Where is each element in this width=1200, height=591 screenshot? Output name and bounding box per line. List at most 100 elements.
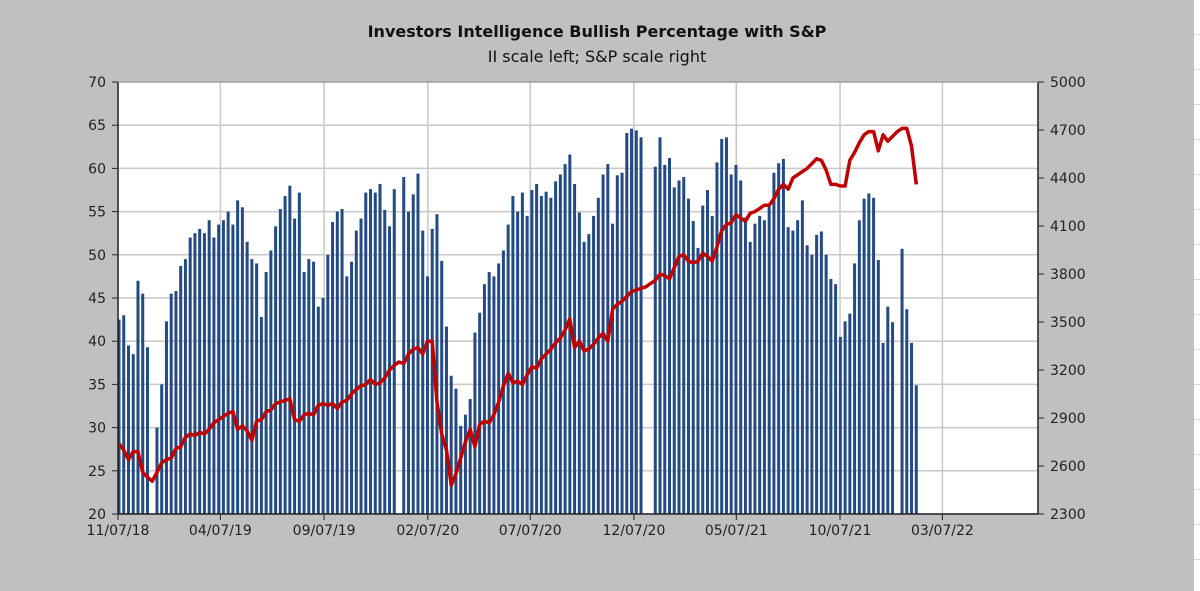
left-axis-tick-label: 65 [88,118,106,134]
ii-bar [497,263,501,514]
ii-bar [705,190,709,514]
ii-bar [411,194,415,514]
right-axis-tick-label: 4700 [1050,123,1086,139]
ii-bar [406,211,410,514]
ii-bar [245,241,249,514]
right-axis-tick-label: 3500 [1050,315,1086,331]
ii-bar [686,198,690,514]
ii-bar [430,228,434,514]
ii-bar [459,425,463,514]
x-axis-tick-label: 09/07/19 [293,523,356,539]
ii-bar [767,206,771,514]
ii-bar [848,313,852,514]
ii-bar [582,241,586,514]
ii-bar [269,250,273,515]
left-axis-tick-label: 60 [88,161,106,177]
ii-bar [857,220,861,515]
ii-bar [331,221,335,514]
ii-bar [739,180,743,514]
ii-bar [668,158,672,515]
ii-bar [587,234,591,514]
ii-bar [463,414,467,514]
ii-bar [402,177,406,515]
right-axis-tick-label: 2900 [1050,411,1086,427]
ii-bar [516,211,520,514]
ii-bar [592,215,596,515]
left-axis-tick-label: 55 [88,205,106,221]
x-axis-tick-label: 05/07/21 [705,523,768,539]
right-axis-tick-label: 5000 [1050,75,1086,91]
ii-bar [824,254,828,515]
ii-bar [283,196,287,514]
ii-bar [236,200,240,515]
ii-bar [881,342,885,514]
ii-bar [734,164,738,514]
ii-bar [910,342,914,514]
x-axis-tick-label: 07/07/20 [499,523,562,539]
ii-bar [255,263,259,514]
ii-bar [202,233,206,514]
ii-bar [530,190,534,514]
ii-bar [345,276,349,514]
ii-bar [179,266,183,514]
left-axis-tick-label: 35 [88,377,106,393]
ii-bar [748,241,752,514]
ii-bar [601,174,605,514]
ii-bar [653,166,657,514]
ii-bar [444,326,448,514]
ii-bar [392,189,396,515]
left-axis-tick-label: 25 [88,464,106,480]
ii-bar [658,137,662,514]
ii-bar [805,245,809,514]
ii-bar [126,345,130,514]
ii-bar [193,233,197,514]
ii-bar [829,278,833,514]
ii-bar [449,375,453,514]
ii-bar [843,321,847,514]
ii-bar [183,259,187,514]
ii-bar [691,221,695,514]
ii-bar [131,354,135,514]
ii-bar [383,209,387,514]
ii-bar [278,209,282,514]
left-axis-tick-label: 30 [88,421,106,437]
ii-bar [369,189,373,515]
ii-bar [188,237,192,514]
right-axis-tick-label: 3800 [1050,267,1086,283]
ii-bar [354,230,358,514]
x-axis-tick-label: 04/07/19 [189,523,252,539]
ii-bar [630,128,634,514]
ii-bar [611,223,615,515]
ii-bar [682,177,686,515]
ii-bar [335,211,339,514]
ii-bar [520,192,524,515]
ii-bar [207,220,211,515]
ii-bar [577,212,581,515]
right-axis-tick-label: 2600 [1050,459,1086,475]
ii-bar [810,254,814,515]
ii-bar [853,263,857,514]
ii-bar [440,260,444,514]
ii-bar [777,163,781,514]
ii-bar [416,173,420,515]
ii-bar [217,224,221,514]
ii-bar [302,272,306,514]
ii-bar [274,226,278,514]
ii-bar [421,230,425,514]
ii-bar [373,192,377,515]
left-axis-tick-label: 50 [88,248,106,264]
x-axis-tick-label: 12/07/20 [602,523,665,539]
ii-bar [326,254,330,515]
ii-bar [264,272,268,514]
ii-bar [554,181,558,515]
ii-bar [487,272,491,514]
ii-bar [169,293,173,514]
ii-bar [174,291,178,514]
ii-bar [259,317,263,514]
ii-bar [473,332,477,514]
ii-bar [478,312,482,514]
ii-bar [492,276,496,514]
ii-bar [312,261,316,514]
ii-bar [786,227,790,515]
ii-bar [506,224,510,514]
